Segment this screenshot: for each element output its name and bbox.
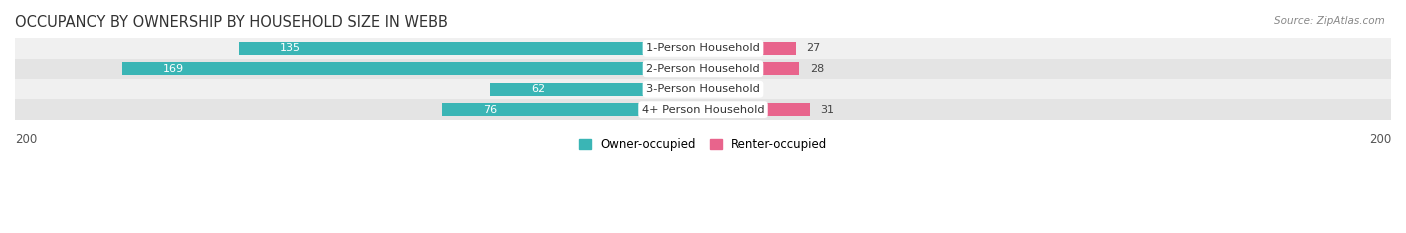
Bar <box>239 42 703 55</box>
Bar <box>15 99 1391 120</box>
Bar <box>703 42 796 55</box>
Bar <box>703 62 800 75</box>
Text: 135: 135 <box>280 43 301 53</box>
Text: 3-Person Household: 3-Person Household <box>647 84 759 94</box>
Text: 200: 200 <box>15 133 37 146</box>
Legend: Owner-occupied, Renter-occupied: Owner-occupied, Renter-occupied <box>579 138 827 151</box>
Text: 1-Person Household: 1-Person Household <box>647 43 759 53</box>
Bar <box>15 38 1391 58</box>
Text: 4+ Person Household: 4+ Person Household <box>641 105 765 115</box>
Bar <box>441 103 703 116</box>
Bar <box>489 83 703 96</box>
Text: 11: 11 <box>751 84 765 94</box>
Text: 62: 62 <box>531 84 546 94</box>
Text: Source: ZipAtlas.com: Source: ZipAtlas.com <box>1274 16 1385 26</box>
Text: OCCUPANCY BY OWNERSHIP BY HOUSEHOLD SIZE IN WEBB: OCCUPANCY BY OWNERSHIP BY HOUSEHOLD SIZE… <box>15 15 449 30</box>
Bar <box>703 83 741 96</box>
Bar <box>15 79 1391 99</box>
Bar <box>122 62 703 75</box>
Text: 200: 200 <box>1369 133 1391 146</box>
Text: 31: 31 <box>820 105 834 115</box>
Text: 28: 28 <box>810 64 824 74</box>
Text: 169: 169 <box>163 64 184 74</box>
Bar <box>15 58 1391 79</box>
Bar <box>703 103 810 116</box>
Text: 2-Person Household: 2-Person Household <box>647 64 759 74</box>
Text: 76: 76 <box>482 105 496 115</box>
Text: 27: 27 <box>806 43 821 53</box>
